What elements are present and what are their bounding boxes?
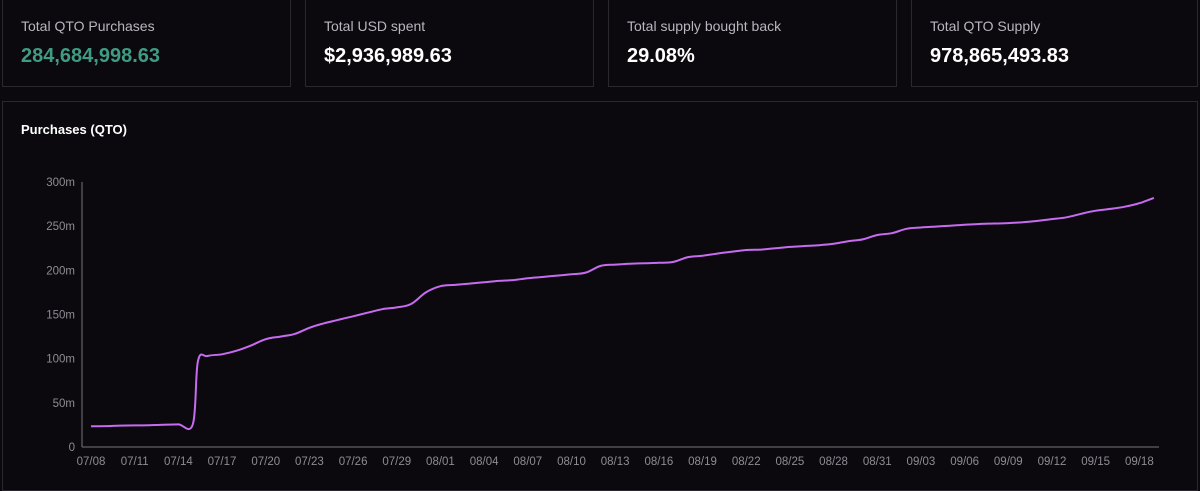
chart-title: Purchases (QTO) xyxy=(21,122,127,137)
series-line-0 xyxy=(90,196,1155,431)
stat-label: Total USD spent xyxy=(324,18,426,34)
x-tick-label: 08/07 xyxy=(513,456,542,468)
stat-card-total-usd-spent: Total USD spent $2,936,989.63 xyxy=(305,0,594,87)
x-axis: 07/08 07/11 07/14 07/17 07/20 07/23 07/26 07/29… xyxy=(77,446,1159,468)
x-tick-label: 07/23 xyxy=(295,456,324,468)
y-tick-label: 0 xyxy=(69,442,75,454)
x-tick-label: 09/15 xyxy=(1081,456,1110,468)
x-tick-label: 08/19 xyxy=(688,456,717,468)
x-tick-label: 08/16 xyxy=(644,456,673,468)
stat-card-total-qto-supply: Total QTO Supply 978,865,493.83 xyxy=(911,0,1198,87)
y-tick-label: 200m xyxy=(46,265,75,277)
x-tick-label: 08/25 xyxy=(776,456,805,468)
purchases-chart-panel: Purchases (QTO) 0 50m 100m 150m 200m 250m 300m… xyxy=(2,101,1198,491)
x-tick-label: 07/26 xyxy=(339,456,368,468)
x-tick-label: 08/22 xyxy=(732,456,761,468)
stat-value: 978,865,493.83 xyxy=(930,45,1070,67)
x-tick-label: 09/09 xyxy=(994,456,1023,468)
x-tick-label: 08/28 xyxy=(819,456,848,468)
x-tick-label: 08/10 xyxy=(557,456,586,468)
x-tick-label: 09/18 xyxy=(1125,456,1154,468)
stat-value: 29.08% xyxy=(627,45,695,67)
stat-label: Total QTO Purchases xyxy=(21,18,155,34)
x-tick-label: 08/31 xyxy=(863,456,892,468)
x-tick-label: 07/11 xyxy=(121,456,149,468)
stat-value: $2,936,989.63 xyxy=(324,45,452,67)
x-tick-label: 09/03 xyxy=(907,456,936,468)
stat-card-supply-bought-back: Total supply bought back 29.08% xyxy=(608,0,897,87)
x-tick-label: 07/14 xyxy=(164,456,193,468)
y-tick-label: 100m xyxy=(46,354,75,366)
x-tick-label: 07/17 xyxy=(208,456,237,468)
stat-label: Total QTO Supply xyxy=(930,18,1041,34)
stat-label: Total supply bought back xyxy=(627,18,782,34)
y-tick-label: 300m xyxy=(46,177,75,189)
series-group xyxy=(90,196,1155,431)
y-axis: 0 50m 100m 150m 200m 250m 300m xyxy=(46,177,83,454)
x-tick-label: 07/29 xyxy=(382,456,411,468)
x-tick-label: 07/20 xyxy=(251,456,280,468)
stat-value: 284,684,998.63 xyxy=(21,45,161,67)
y-tick-label: 150m xyxy=(46,310,75,322)
x-tick-label: 08/13 xyxy=(601,456,630,468)
x-tick-label: 08/01 xyxy=(426,456,455,468)
x-tick-label: 09/06 xyxy=(950,456,979,468)
x-tick-label: 07/08 xyxy=(77,456,106,468)
x-tick-label: 09/12 xyxy=(1038,456,1067,468)
y-tick-label: 50m xyxy=(53,398,75,410)
y-tick-label: 250m xyxy=(46,221,75,233)
x-tick-label: 08/04 xyxy=(470,456,499,468)
stat-card-total-qto-purchases: Total QTO Purchases 284,684,998.63 xyxy=(2,0,291,87)
